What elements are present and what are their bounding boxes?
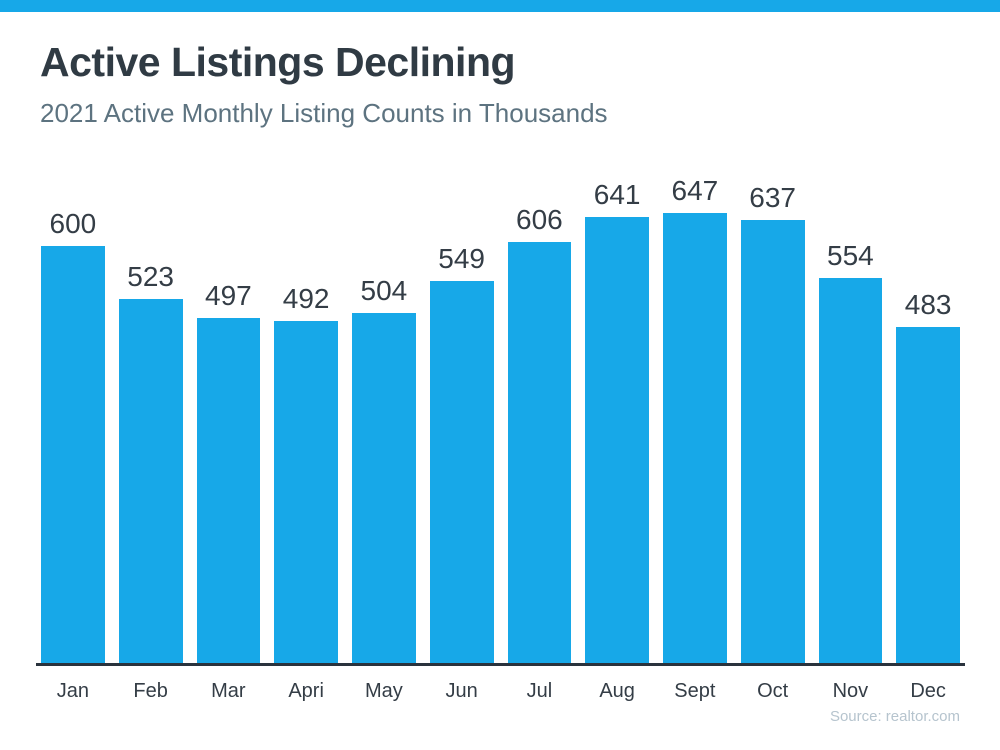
- bar-column: 606: [507, 204, 572, 664]
- x-axis-label: Apri: [288, 680, 324, 702]
- bar: [118, 299, 183, 664]
- x-axis-label: Jul: [526, 680, 553, 702]
- bar: [896, 327, 960, 664]
- bar-column: 637: [740, 182, 805, 664]
- bar: [818, 278, 883, 664]
- source-attribution: Source: realtor.com: [829, 708, 960, 725]
- x-axis-label: Oct: [757, 680, 789, 702]
- bar-value-label: 647: [671, 175, 719, 206]
- x-axis-label: Mar: [211, 680, 246, 702]
- bar-value-label: 492: [282, 283, 330, 314]
- bar-column: 549: [429, 243, 494, 664]
- bar-value-label: 641: [593, 179, 641, 210]
- x-axis-label: Jan: [56, 680, 89, 702]
- x-axis-label: Aug: [599, 680, 635, 702]
- bar-column: 504: [352, 277, 416, 664]
- bar: [507, 242, 572, 664]
- bar-column: 554: [818, 240, 883, 664]
- bar: [274, 321, 338, 664]
- bar-column: 647: [663, 177, 727, 664]
- chart-header: Active Listings Declining 2021 Active Mo…: [40, 39, 608, 129]
- top-accent-bar: [0, 0, 1000, 12]
- x-axis-labels-row: Jan Feb Mar Apri May Jun Jul Aug Sept Oct Nov Dec: [41, 664, 960, 703]
- x-axis-label: May: [364, 680, 403, 702]
- x-axis-label: Sept: [674, 680, 716, 702]
- x-axis-label: Feb: [133, 680, 168, 702]
- x-axis-label: Nov: [832, 680, 869, 702]
- bar: [663, 213, 727, 664]
- bar: [585, 217, 649, 664]
- bar: [196, 318, 261, 664]
- bar-column: 492: [274, 285, 338, 664]
- bar: [41, 246, 105, 664]
- bar-column: 641: [585, 181, 649, 664]
- bar-value-label: 497: [205, 280, 252, 311]
- bar-value-label: 606: [516, 204, 563, 235]
- bar-column: 523: [118, 261, 183, 664]
- bar-column: 600: [41, 210, 105, 664]
- bar: [740, 220, 805, 664]
- bar-column: 483: [896, 291, 960, 664]
- x-axis-label: Jun: [445, 680, 478, 702]
- bar: [429, 281, 494, 664]
- bar-value-label: 600: [49, 208, 97, 239]
- chart-title: Active Listings Declining: [40, 39, 516, 85]
- x-axis-line: [36, 663, 965, 666]
- bars-row: 600 523 497 492 504 549 606 641 647 637 554 483: [41, 159, 960, 664]
- bar-chart: 600 523 497 492 504 549 606 641 647 637 554 483 Jan…: [36, 159, 965, 703]
- bar-value-label: 554: [827, 240, 874, 271]
- bar-column: 497: [196, 280, 261, 664]
- bar-value-label: 523: [127, 261, 174, 292]
- bar-value-label: 637: [749, 182, 796, 213]
- bar-value-label: 483: [904, 289, 952, 320]
- x-axis-label: Dec: [910, 680, 946, 702]
- chart-subtitle: 2021 Active Monthly Listing Counts in Th…: [40, 98, 608, 129]
- bar-value-label: 549: [438, 243, 485, 274]
- bar: [352, 313, 416, 664]
- bar-value-label: 504: [360, 275, 408, 306]
